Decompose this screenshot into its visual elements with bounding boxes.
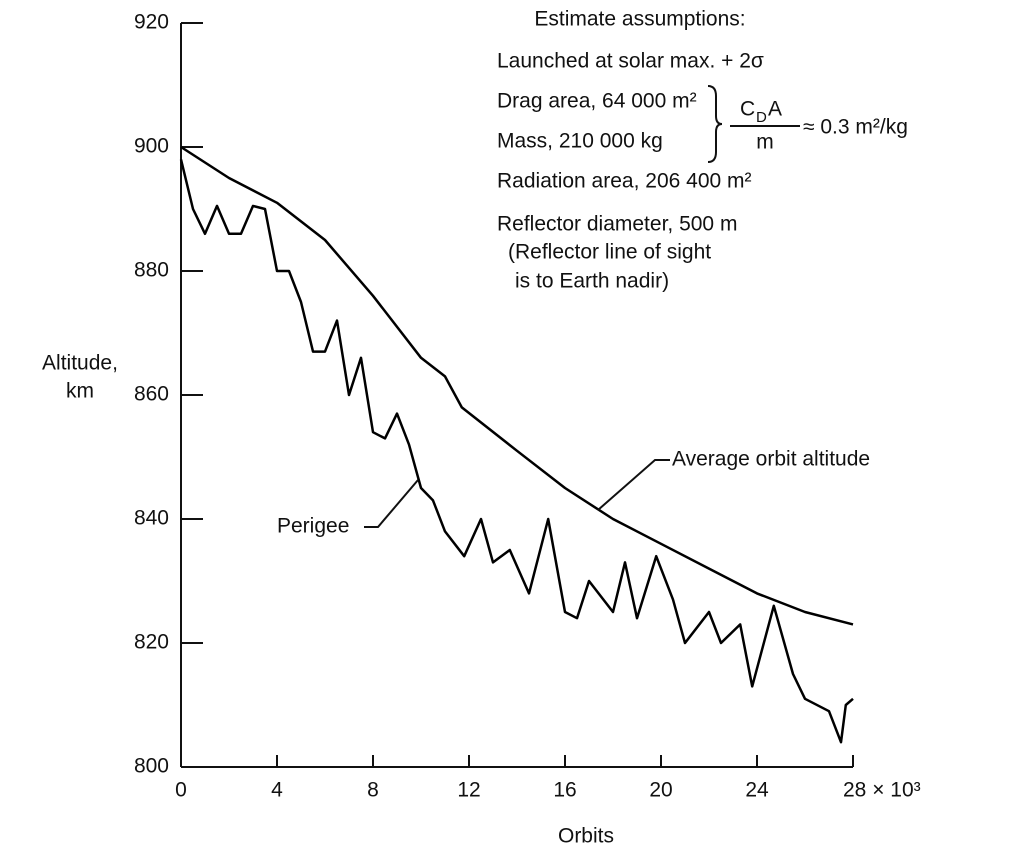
y-tick-label: 920	[134, 11, 169, 34]
annotation-line: Radiation area, 206 400 m²	[497, 170, 752, 193]
x-tick-label: 4	[271, 779, 283, 802]
fraction-numerator: A	[768, 98, 782, 121]
y-tick-label: 860	[134, 383, 169, 406]
x-axis-title: Orbits	[558, 825, 614, 848]
annotation-line: Drag area, 64 000 m²	[497, 90, 697, 113]
y-tick-label: 880	[134, 259, 169, 282]
fraction-denominator: m	[756, 131, 774, 154]
fraction-numerator: C	[740, 98, 755, 121]
leader-line	[597, 459, 670, 511]
annotation-line: is to Earth nadir)	[515, 270, 669, 293]
series-line	[179, 159, 854, 744]
annotation-line: Launched at solar max. + 2σ	[497, 50, 764, 73]
series-line	[180, 145, 854, 626]
x-tick-label: 20	[649, 779, 672, 802]
x-tick-label: 24	[745, 779, 769, 802]
y-tick-label: 820	[134, 631, 169, 654]
y-tick-label: 800	[134, 755, 169, 778]
y-tick-label: 840	[134, 507, 169, 530]
series-label: Average orbit altitude	[672, 448, 870, 471]
x-tick-label: 16	[553, 779, 576, 802]
series-label: Perigee	[277, 515, 349, 538]
annotation-line: Reflector diameter, 500 m	[497, 213, 737, 236]
y-tick-label: 900	[134, 135, 169, 158]
annotation-line: (Reflector line of sight	[508, 241, 711, 264]
brace	[707, 85, 723, 163]
x-tick-label: 12	[457, 779, 480, 802]
y-axis-title: km	[66, 380, 94, 403]
fraction-numerator: D	[756, 109, 767, 126]
x-tick-label: 28 × 10³	[843, 779, 921, 802]
fraction-result: ≈ 0.3 m²/kg	[803, 116, 908, 139]
x-tick-label: 0	[175, 779, 187, 802]
annotation-heading: Estimate assumptions:	[534, 8, 745, 31]
y-axis-title: Altitude,	[42, 352, 118, 375]
leader-line	[364, 479, 419, 528]
x-tick-label: 8	[367, 779, 379, 802]
annotation-line: Mass, 210 000 kg	[497, 130, 663, 153]
